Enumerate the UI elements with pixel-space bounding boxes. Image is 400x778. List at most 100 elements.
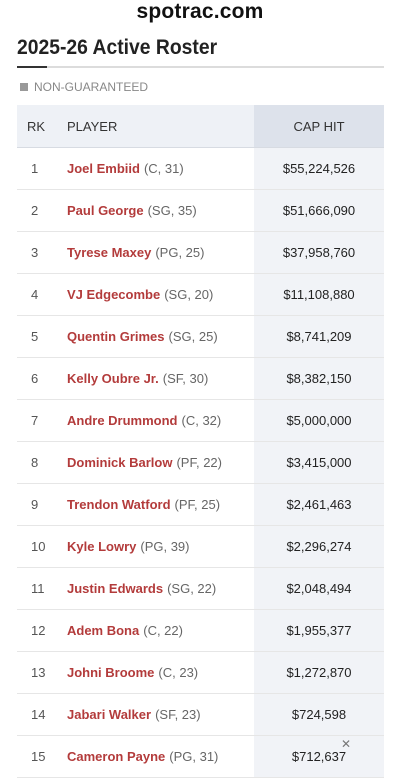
- player-name-link[interactable]: Justin Edwards: [67, 581, 164, 596]
- rank-cell: 8: [17, 441, 66, 484]
- table-row: 8 Dominick Barlow (PF, 22) $3,415,000: [17, 441, 384, 484]
- rank-cell: 4: [17, 273, 66, 316]
- cap-hit-cell: $724,598: [254, 693, 384, 736]
- rank-cell: 14: [17, 693, 66, 736]
- rank-cell: 10: [17, 525, 66, 568]
- player-position-age: (C, 22): [143, 623, 183, 638]
- title-divider: [17, 66, 384, 68]
- player-position-age: (C, 32): [181, 413, 222, 428]
- legend: NON-GUARANTEED: [20, 80, 148, 94]
- cap-hit-cell: $712,637: [254, 735, 384, 778]
- player-name-link[interactable]: Kelly Oubre Jr.: [67, 371, 159, 386]
- table-row: 6 Kelly Oubre Jr. (SF, 30) $8,382,150: [17, 357, 384, 400]
- rank-cell: 11: [17, 567, 66, 610]
- player-name-link[interactable]: Adem Bona: [67, 623, 140, 638]
- player-name-link[interactable]: Dominick Barlow: [67, 455, 173, 470]
- legend-label: NON-GUARANTEED: [34, 80, 149, 94]
- cap-hit-cell: $2,461,463: [254, 483, 384, 526]
- column-header-player[interactable]: PLAYER: [66, 105, 254, 148]
- table-row: 13 Johni Broome (C, 23) $1,272,870: [17, 651, 384, 694]
- player-cell: Dominick Barlow (PF, 22): [66, 441, 254, 484]
- player-name-link[interactable]: Jabari Walker: [67, 707, 152, 722]
- rank-cell: 6: [17, 357, 66, 400]
- table-row: 5 Quentin Grimes (SG, 25) $8,741,209: [17, 315, 384, 358]
- player-cell: Justin Edwards (SG, 22): [66, 567, 254, 610]
- roster-table: RK PLAYER CAP HIT 1 Joel Embiid (C, 31) $55…: [17, 105, 384, 778]
- close-icon[interactable]: ✕: [341, 737, 352, 751]
- player-name-link[interactable]: Cameron Payne: [67, 749, 166, 764]
- player-name-link[interactable]: Quentin Grimes: [67, 329, 165, 344]
- player-position-age: (SF, 30): [162, 371, 209, 386]
- player-position-age: (SF, 23): [155, 707, 201, 722]
- player-position-age: (C, 31): [143, 161, 184, 176]
- player-cell: Kelly Oubre Jr. (SF, 30): [66, 357, 254, 400]
- cap-hit-cell: $3,415,000: [254, 441, 384, 484]
- rank-cell: 5: [17, 315, 66, 358]
- player-position-age: (PF, 25): [174, 497, 221, 512]
- player-cell: VJ Edgecombe (SG, 20): [66, 273, 254, 316]
- player-cell: Adem Bona (C, 22): [66, 609, 254, 652]
- player-name-link[interactable]: Trendon Watford: [67, 497, 171, 512]
- player-name-link[interactable]: Kyle Lowry: [67, 539, 137, 554]
- player-name-link[interactable]: Andre Drummond: [67, 413, 178, 428]
- table-row: 11 Justin Edwards (SG, 22) $2,048,494: [17, 567, 384, 610]
- cap-hit-cell: $1,955,377: [254, 609, 384, 652]
- player-position-age: (SG, 20): [164, 287, 214, 302]
- player-cell: Quentin Grimes (SG, 25): [66, 315, 254, 358]
- cap-hit-cell: $37,958,760: [254, 231, 384, 274]
- cap-hit-cell: $1,272,870: [254, 651, 384, 694]
- player-name-link[interactable]: Tyrese Maxey: [67, 245, 152, 260]
- rank-cell: 7: [17, 399, 66, 442]
- rank-cell: 13: [17, 651, 66, 694]
- player-position-age: (PG, 25): [155, 245, 205, 260]
- column-header-rank[interactable]: RK: [17, 105, 66, 148]
- player-cell: Paul George (SG, 35): [66, 189, 254, 232]
- cap-hit-cell: $2,048,494: [254, 567, 384, 610]
- table-row: 7 Andre Drummond (C, 32) $5,000,000: [17, 399, 384, 442]
- table-row: 3 Tyrese Maxey (PG, 25) $37,958,760: [17, 231, 384, 274]
- table-header-row: RK PLAYER CAP HIT: [17, 105, 384, 148]
- player-name-link[interactable]: Joel Embiid: [67, 161, 140, 176]
- table-row: 10 Kyle Lowry (PG, 39) $2,296,274: [17, 525, 384, 568]
- table-row: 12 Adem Bona (C, 22) $1,955,377: [17, 609, 384, 652]
- rank-cell: 2: [17, 189, 66, 232]
- rank-cell: 9: [17, 483, 66, 526]
- player-position-age: (PF, 22): [176, 455, 222, 470]
- table-row: 14 Jabari Walker (SF, 23) $724,598: [17, 693, 384, 736]
- table-row: 4 VJ Edgecombe (SG, 20) $11,108,880: [17, 273, 384, 316]
- rank-cell: 15: [17, 735, 66, 778]
- table-row: 9 Trendon Watford (PF, 25) $2,461,463: [17, 483, 384, 526]
- cap-hit-cell: $8,741,209: [254, 315, 384, 358]
- page-title: 2025-26 Active Roster: [17, 36, 218, 59]
- table-row: 2 Paul George (SG, 35) $51,666,090: [17, 189, 384, 232]
- player-position-age: (SG, 22): [167, 581, 217, 596]
- player-position-age: (C, 23): [158, 665, 199, 680]
- player-name-link[interactable]: VJ Edgecombe: [67, 287, 161, 302]
- cap-hit-cell: $11,108,880: [254, 273, 384, 316]
- rank-cell: 3: [17, 231, 66, 274]
- player-cell: Jabari Walker (SF, 23): [66, 693, 254, 736]
- player-cell: Tyrese Maxey (PG, 25): [66, 231, 254, 274]
- player-cell: Trendon Watford (PF, 25): [66, 483, 254, 526]
- player-cell: Joel Embiid (C, 31): [66, 147, 254, 190]
- title-accent: [17, 66, 47, 68]
- player-cell: Kyle Lowry (PG, 39): [66, 525, 254, 568]
- legend-swatch: [20, 83, 28, 91]
- player-cell: Johni Broome (C, 23): [66, 651, 254, 694]
- table-row: 15 Cameron Payne (PG, 31) $712,637: [17, 735, 384, 778]
- column-header-cap-hit[interactable]: CAP HIT: [254, 105, 384, 148]
- rank-cell: 1: [17, 147, 66, 190]
- player-cell: Cameron Payne (PG, 31): [66, 735, 254, 778]
- cap-hit-cell: $55,224,526: [254, 147, 384, 190]
- cap-hit-cell: $2,296,274: [254, 525, 384, 568]
- player-cell: Andre Drummond (C, 32): [66, 399, 254, 442]
- cap-hit-cell: $5,000,000: [254, 399, 384, 442]
- player-name-link[interactable]: Johni Broome: [67, 665, 155, 680]
- table-row: 1 Joel Embiid (C, 31) $55,224,526: [17, 147, 384, 190]
- player-name-link[interactable]: Paul George: [67, 203, 144, 218]
- player-position-age: (SG, 35): [147, 203, 197, 218]
- roster-body: 1 Joel Embiid (C, 31) $55,224,526 2 Paul Geor…: [17, 147, 384, 778]
- player-position-age: (PG, 31): [169, 749, 219, 764]
- player-position-age: (PG, 39): [140, 539, 190, 554]
- cap-hit-cell: $8,382,150: [254, 357, 384, 400]
